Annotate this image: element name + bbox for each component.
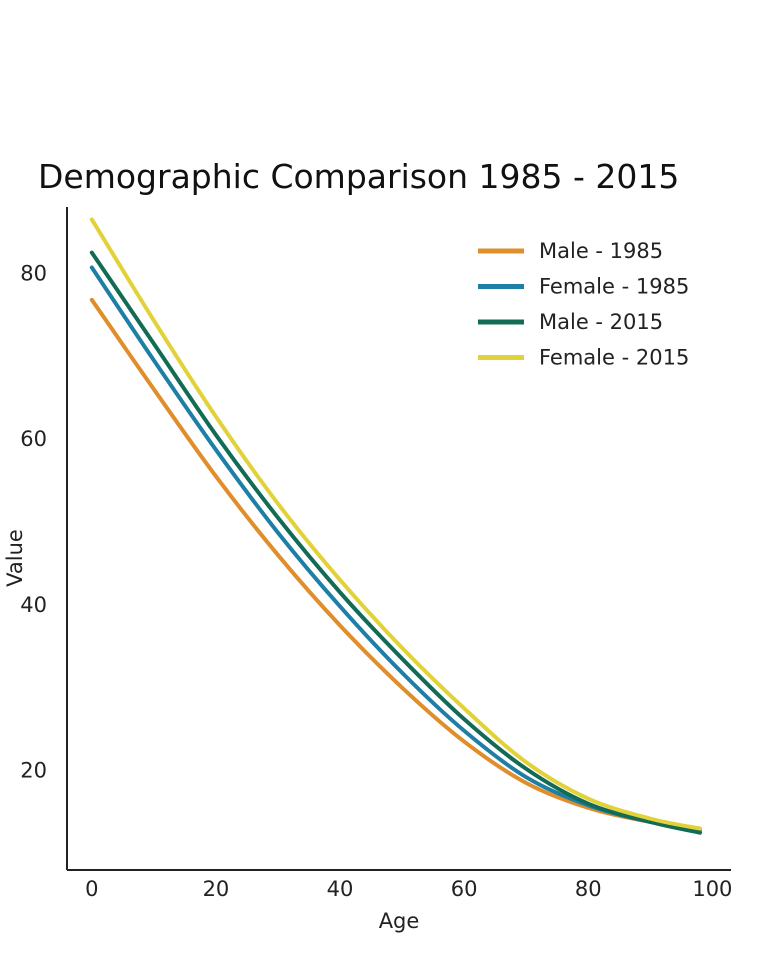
chart-title: Demographic Comparison 1985 - 2015: [38, 157, 679, 196]
series-line-male-1985: [89, 297, 702, 831]
legend-label-female-1985: Female - 1985: [539, 275, 689, 299]
x-axis-label: Age: [379, 909, 420, 933]
series-line-female-2015: [89, 217, 702, 831]
plot-lines: [89, 217, 702, 835]
y-tick-label: 80: [20, 261, 47, 285]
y-axis-label: Value: [3, 529, 27, 587]
x-tick-label: 40: [327, 877, 354, 901]
legend-label-female-2015: Female - 2015: [539, 346, 689, 370]
y-tick-label: 40: [20, 593, 47, 617]
series-line-male-2015: [89, 250, 702, 835]
y-tick-label: 60: [20, 427, 47, 451]
x-tick-label: 60: [451, 877, 478, 901]
y-ticks: 20 40 60 80: [20, 261, 47, 782]
x-tick-label: 20: [203, 877, 230, 901]
legend-label-male-2015: Male - 2015: [539, 310, 663, 334]
x-tick-label: 80: [575, 877, 602, 901]
x-tick-label: 100: [692, 877, 732, 901]
legend-label-male-1985: Male - 1985: [539, 239, 663, 263]
x-ticks: 0 20 40 60 80 100: [85, 877, 732, 901]
legend: Male - 1985 Female - 1985 Male - 2015 Femal…: [478, 239, 689, 370]
x-tick-label: 0: [85, 877, 98, 901]
y-tick-label: 20: [20, 759, 47, 783]
